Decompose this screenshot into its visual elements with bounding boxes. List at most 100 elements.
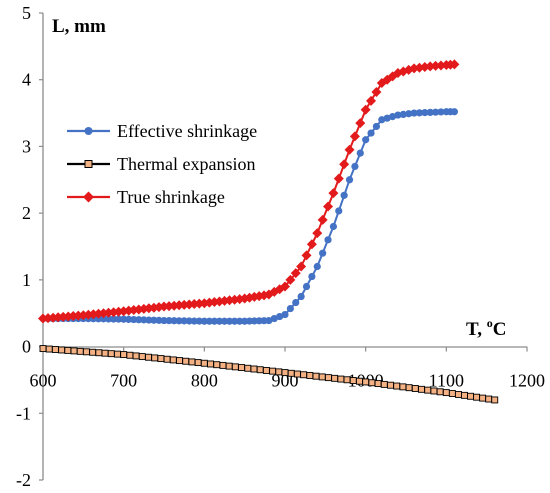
data-point <box>367 129 375 137</box>
data-point <box>449 59 460 70</box>
data-point <box>318 373 326 381</box>
data-point <box>331 374 339 382</box>
data-point <box>157 355 165 363</box>
data-point <box>194 359 202 367</box>
data-point <box>355 118 366 129</box>
x-axis-title-unit: C <box>493 319 507 340</box>
series-true-shrinkage <box>38 59 460 324</box>
y-tick-label: 2 <box>22 203 31 223</box>
data-point <box>269 367 277 375</box>
data-point <box>200 359 208 367</box>
y-tick-label: 5 <box>22 3 31 23</box>
data-point <box>344 144 355 155</box>
data-point <box>454 390 462 398</box>
data-point <box>236 317 244 325</box>
data-point <box>387 381 394 389</box>
data-point <box>360 104 371 115</box>
data-point <box>135 316 143 324</box>
data-point <box>225 362 233 370</box>
data-point <box>182 357 190 365</box>
data-point <box>220 317 229 325</box>
x-tick-label: 800 <box>191 371 218 391</box>
data-point <box>101 349 109 357</box>
series-effective-shrinkage <box>39 108 458 325</box>
data-point <box>140 316 148 324</box>
data-point <box>312 228 323 239</box>
legend-marker-thermal <box>84 160 93 168</box>
data-point <box>293 370 301 378</box>
data-point <box>335 207 343 215</box>
data-point <box>180 317 188 325</box>
data-point <box>281 369 289 377</box>
y-tick-label: -1 <box>16 403 31 423</box>
data-point <box>176 357 183 365</box>
data-point <box>380 380 388 388</box>
data-point <box>306 239 317 250</box>
data-point <box>287 369 295 377</box>
data-point <box>175 317 183 325</box>
data-point <box>337 375 345 383</box>
x-axis-title-sup: o <box>487 316 493 330</box>
data-point <box>250 365 258 373</box>
data-point <box>399 383 407 391</box>
data-point <box>461 391 468 399</box>
series-line <box>43 110 455 323</box>
data-point <box>349 377 357 384</box>
data-point <box>418 385 425 393</box>
x-axis-title-main: T, <box>466 319 487 340</box>
y-axis-title: L, mm <box>52 16 106 37</box>
data-point <box>188 358 196 366</box>
data-point <box>151 354 159 362</box>
data-point <box>230 317 239 325</box>
data-point <box>225 317 234 325</box>
data-point <box>45 345 53 353</box>
data-point <box>132 352 140 360</box>
data-point <box>281 310 289 319</box>
data-point <box>356 149 364 157</box>
y-tick-label: -2 <box>16 470 31 490</box>
data-point <box>114 350 121 358</box>
data-point <box>99 315 108 323</box>
data-point <box>324 374 332 382</box>
data-point <box>329 222 337 231</box>
data-point <box>362 136 370 144</box>
legend-entry-true-shrinkage: True shrinkage <box>67 187 225 207</box>
data-point <box>323 201 334 212</box>
y-tick-label: 0 <box>22 337 31 357</box>
data-point <box>64 346 72 354</box>
data-point <box>351 162 359 171</box>
legend-label-thermal: Thermal expansion <box>117 154 255 174</box>
data-point <box>104 315 113 323</box>
data-point <box>238 364 246 372</box>
data-point <box>308 272 316 281</box>
data-point <box>150 316 158 324</box>
data-point <box>485 395 493 403</box>
data-point <box>205 317 213 325</box>
data-point <box>145 353 152 361</box>
y-ticks: -2 -1 0 1 2 3 4 5 <box>16 3 43 490</box>
data-point <box>169 356 177 364</box>
data-point <box>160 316 168 325</box>
data-point <box>467 392 474 400</box>
data-point <box>210 317 219 325</box>
legend-label-effective: Effective shrinkage <box>117 121 257 141</box>
data-point <box>290 268 301 279</box>
data-point <box>39 345 47 353</box>
data-point <box>262 366 270 374</box>
data-point <box>399 110 407 119</box>
data-point <box>301 250 312 261</box>
data-point <box>313 262 321 271</box>
data-point <box>405 110 413 118</box>
data-point <box>165 317 173 325</box>
data-point <box>340 191 348 199</box>
x-tick-label: 1200 <box>509 371 545 391</box>
legend-label-true: True shrinkage <box>117 187 225 207</box>
data-point <box>374 380 382 388</box>
data-point <box>491 396 499 404</box>
legend: Effective shrinkage Thermal expansion Tr… <box>67 121 257 207</box>
legend-entry-thermal-expansion: Thermal expansion <box>67 154 255 174</box>
data-point <box>394 111 402 119</box>
data-point <box>155 316 163 324</box>
legend-marker-effective <box>84 127 93 135</box>
